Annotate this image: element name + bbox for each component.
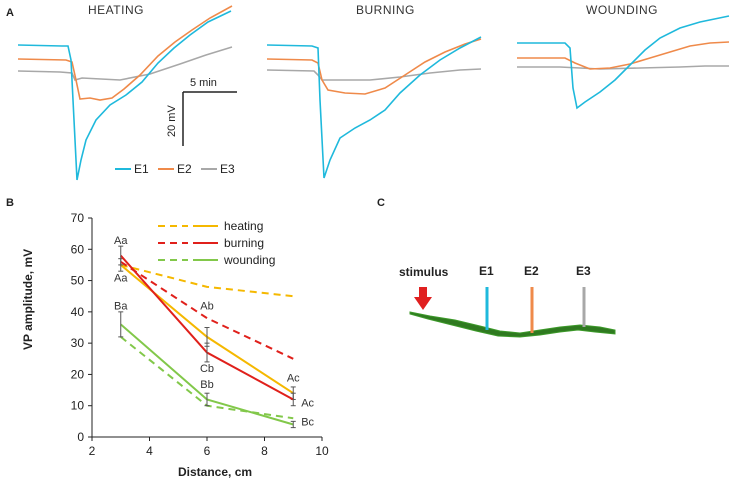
series-line-heating-dashed xyxy=(120,263,294,298)
wounding-trace-e1 xyxy=(517,15,730,110)
legend-label-heating: heating xyxy=(224,219,263,233)
y-tick-label: 0 xyxy=(77,430,84,444)
x-axis-title: Distance, cm xyxy=(178,465,252,479)
wounding-trace-e2 xyxy=(517,41,730,70)
significance-label: Ac xyxy=(287,373,300,385)
burning-trace-e2 xyxy=(266,38,482,95)
legend-label-wounding: wounding xyxy=(223,253,275,267)
y-tick-label: 30 xyxy=(71,336,85,350)
burning-trace-e3 xyxy=(266,68,482,81)
scale-bar: 5 min 20 mV xyxy=(166,77,237,146)
electrode-e1-label: E1 xyxy=(479,264,494,278)
panel-a-label: A xyxy=(6,7,14,19)
chart-axes: 2 4 6 8 10 0 10 20 30 40 50 60 70 xyxy=(71,211,329,458)
significance-label: Cb xyxy=(200,363,214,375)
heating-trace-e3 xyxy=(17,46,233,81)
significance-label: Ab xyxy=(200,301,213,313)
chart-series xyxy=(118,245,296,429)
scale-time-label: 5 min xyxy=(190,77,217,89)
electrode-e3-label: E3 xyxy=(576,264,591,278)
significance-label: Ba xyxy=(114,301,128,313)
x-tick-label: 2 xyxy=(89,444,96,458)
chart-legend: heating burning wounding xyxy=(158,219,275,267)
significance-label: Bb xyxy=(200,379,213,391)
panel-b-label: B xyxy=(6,197,14,209)
significance-label: Ac xyxy=(301,398,314,410)
significance-label: Aa xyxy=(114,235,128,247)
heating-trace-e2 xyxy=(17,5,233,101)
legend-label-e1: E1 xyxy=(134,162,149,176)
y-tick-label: 70 xyxy=(71,211,85,225)
heating-trace-e1 xyxy=(17,10,232,181)
trace-title-wounding: WOUNDING xyxy=(586,3,658,17)
x-tick-label: 8 xyxy=(261,444,268,458)
legend-label-e3: E3 xyxy=(220,162,235,176)
x-tick-label: 4 xyxy=(146,444,153,458)
heating-traces xyxy=(17,5,233,181)
y-tick-label: 60 xyxy=(71,242,85,256)
vp-amplitude-chart: VP amplitude, mV Distance, cm 2 4 6 8 100102… xyxy=(21,211,329,479)
y-tick-label: 50 xyxy=(71,274,85,288)
significance-label: Bc xyxy=(301,416,314,428)
legend-label-burning: burning xyxy=(224,236,264,250)
chart-annotations: Aa Aa Ba Ab Cb Bb Ac Ac Bc xyxy=(114,235,315,428)
legend-label-e2: E2 xyxy=(177,162,192,176)
electrode-e2-label: E2 xyxy=(524,264,539,278)
plant-stem xyxy=(409,311,616,338)
x-tick-label: 6 xyxy=(204,444,211,458)
trace-title-heating: HEATING xyxy=(88,3,144,17)
y-tick-label: 10 xyxy=(71,399,85,413)
electrode-diagram: stimulus E1 E2 E3 xyxy=(399,264,616,338)
trace-legend: E1 E2 E3 xyxy=(115,162,235,176)
burning-trace-e1 xyxy=(266,36,482,179)
wounding-traces xyxy=(517,15,730,110)
burning-traces xyxy=(266,36,482,179)
y-tick-label: 40 xyxy=(71,305,85,319)
scale-voltage-label: 20 mV xyxy=(166,105,178,137)
y-tick-label: 20 xyxy=(71,367,85,381)
stimulus-arrow-icon xyxy=(414,287,432,310)
significance-label: Aa xyxy=(114,272,128,284)
wounding-trace-e3 xyxy=(517,65,729,70)
x-tick-label: 10 xyxy=(315,444,329,458)
stimulus-label: stimulus xyxy=(399,265,449,279)
panel-c-label: C xyxy=(377,197,385,209)
trace-title-burning: BURNING xyxy=(356,3,415,17)
y-axis-title: VP amplitude, mV xyxy=(21,249,35,350)
